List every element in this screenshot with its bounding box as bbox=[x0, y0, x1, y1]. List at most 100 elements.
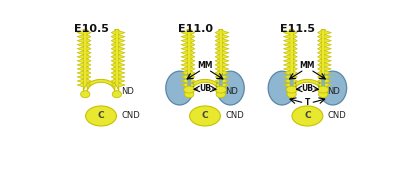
Text: MM: MM bbox=[300, 61, 315, 70]
Polygon shape bbox=[77, 55, 83, 59]
Polygon shape bbox=[111, 71, 115, 75]
Polygon shape bbox=[318, 47, 321, 51]
Polygon shape bbox=[223, 51, 229, 55]
Polygon shape bbox=[318, 67, 321, 71]
Polygon shape bbox=[284, 79, 290, 83]
Polygon shape bbox=[294, 71, 297, 75]
Polygon shape bbox=[325, 43, 331, 47]
Polygon shape bbox=[191, 75, 195, 79]
Polygon shape bbox=[223, 75, 229, 79]
Text: C: C bbox=[98, 111, 104, 120]
Polygon shape bbox=[215, 71, 219, 75]
Polygon shape bbox=[181, 51, 187, 55]
Polygon shape bbox=[111, 43, 115, 47]
Polygon shape bbox=[318, 55, 321, 59]
Polygon shape bbox=[87, 75, 91, 79]
Polygon shape bbox=[284, 55, 290, 59]
Polygon shape bbox=[119, 51, 125, 55]
Ellipse shape bbox=[112, 91, 122, 98]
Polygon shape bbox=[119, 47, 125, 51]
Ellipse shape bbox=[292, 106, 323, 126]
Polygon shape bbox=[294, 35, 297, 39]
Text: MM: MM bbox=[197, 61, 213, 70]
Polygon shape bbox=[181, 47, 187, 51]
Polygon shape bbox=[191, 59, 195, 63]
Polygon shape bbox=[215, 47, 219, 51]
Polygon shape bbox=[223, 35, 229, 39]
Polygon shape bbox=[284, 39, 290, 43]
Polygon shape bbox=[294, 55, 297, 59]
Polygon shape bbox=[223, 79, 229, 83]
Ellipse shape bbox=[215, 86, 226, 93]
Polygon shape bbox=[325, 35, 331, 39]
Polygon shape bbox=[325, 39, 331, 43]
Polygon shape bbox=[119, 55, 125, 59]
Polygon shape bbox=[191, 67, 195, 71]
Polygon shape bbox=[284, 47, 290, 51]
Polygon shape bbox=[77, 63, 83, 67]
Polygon shape bbox=[318, 31, 321, 35]
Polygon shape bbox=[325, 83, 331, 87]
Polygon shape bbox=[318, 83, 321, 87]
Polygon shape bbox=[215, 35, 219, 39]
Text: CND: CND bbox=[328, 111, 346, 120]
Polygon shape bbox=[181, 35, 187, 39]
Polygon shape bbox=[223, 63, 229, 67]
Polygon shape bbox=[290, 29, 325, 93]
Polygon shape bbox=[191, 43, 195, 47]
Ellipse shape bbox=[287, 91, 296, 98]
Polygon shape bbox=[111, 67, 115, 71]
Polygon shape bbox=[325, 47, 331, 51]
Polygon shape bbox=[111, 83, 115, 87]
Polygon shape bbox=[284, 71, 290, 75]
Polygon shape bbox=[325, 79, 331, 83]
Text: E11.5: E11.5 bbox=[280, 24, 316, 34]
Polygon shape bbox=[181, 43, 187, 47]
Polygon shape bbox=[215, 43, 219, 47]
Polygon shape bbox=[223, 39, 229, 43]
Polygon shape bbox=[87, 83, 91, 87]
Polygon shape bbox=[294, 83, 297, 87]
Polygon shape bbox=[191, 83, 195, 87]
Polygon shape bbox=[223, 55, 229, 59]
Polygon shape bbox=[181, 63, 187, 67]
Polygon shape bbox=[77, 39, 83, 43]
Text: E10.5: E10.5 bbox=[74, 24, 109, 34]
Polygon shape bbox=[87, 71, 91, 75]
Polygon shape bbox=[284, 63, 290, 67]
Polygon shape bbox=[294, 51, 297, 55]
Polygon shape bbox=[215, 83, 219, 87]
Polygon shape bbox=[284, 31, 290, 35]
Polygon shape bbox=[77, 75, 83, 79]
Ellipse shape bbox=[166, 71, 194, 105]
Polygon shape bbox=[111, 39, 115, 43]
Polygon shape bbox=[87, 35, 91, 39]
Polygon shape bbox=[318, 59, 321, 63]
Polygon shape bbox=[111, 47, 115, 51]
Ellipse shape bbox=[86, 106, 116, 126]
Polygon shape bbox=[87, 43, 91, 47]
Polygon shape bbox=[294, 47, 297, 51]
Polygon shape bbox=[325, 67, 331, 71]
Polygon shape bbox=[318, 51, 321, 55]
Polygon shape bbox=[284, 35, 290, 39]
Ellipse shape bbox=[268, 71, 296, 105]
Polygon shape bbox=[111, 55, 115, 59]
Polygon shape bbox=[119, 59, 125, 63]
Polygon shape bbox=[294, 59, 297, 63]
Polygon shape bbox=[83, 29, 119, 93]
Polygon shape bbox=[77, 83, 83, 87]
Polygon shape bbox=[181, 71, 187, 75]
Polygon shape bbox=[191, 51, 195, 55]
Text: C: C bbox=[202, 111, 208, 120]
Polygon shape bbox=[318, 39, 321, 43]
Polygon shape bbox=[223, 83, 229, 87]
Polygon shape bbox=[77, 35, 83, 39]
Ellipse shape bbox=[286, 86, 297, 93]
Polygon shape bbox=[87, 79, 91, 83]
Polygon shape bbox=[294, 75, 297, 79]
Polygon shape bbox=[318, 43, 321, 47]
Polygon shape bbox=[181, 39, 187, 43]
Polygon shape bbox=[111, 31, 115, 35]
Text: E11.0: E11.0 bbox=[178, 24, 213, 34]
